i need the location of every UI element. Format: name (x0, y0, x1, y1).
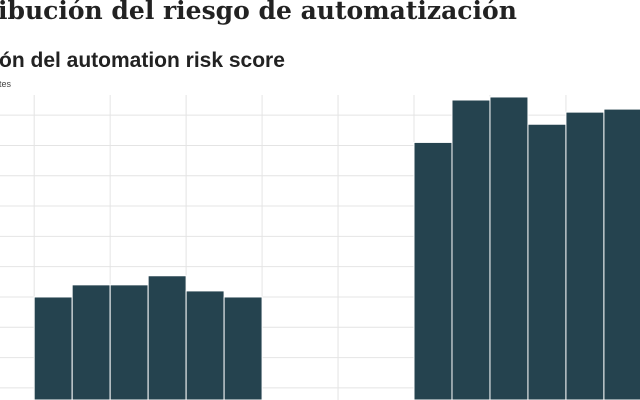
chart-subtitle: ón del automation risk score (0, 49, 285, 72)
bar (147, 275, 187, 400)
bar (109, 284, 149, 400)
bar (33, 296, 73, 400)
bar (185, 290, 225, 400)
bars (33, 96, 640, 400)
bar (527, 123, 567, 400)
bar (565, 111, 605, 400)
chart-title: ibución del riesgo de automatización (0, 0, 517, 25)
bar (603, 108, 640, 400)
bar (71, 284, 111, 400)
y-axis-label: tes (0, 79, 12, 89)
bar (413, 141, 453, 400)
bar (223, 296, 263, 400)
bar (489, 96, 529, 400)
bar (451, 99, 491, 400)
